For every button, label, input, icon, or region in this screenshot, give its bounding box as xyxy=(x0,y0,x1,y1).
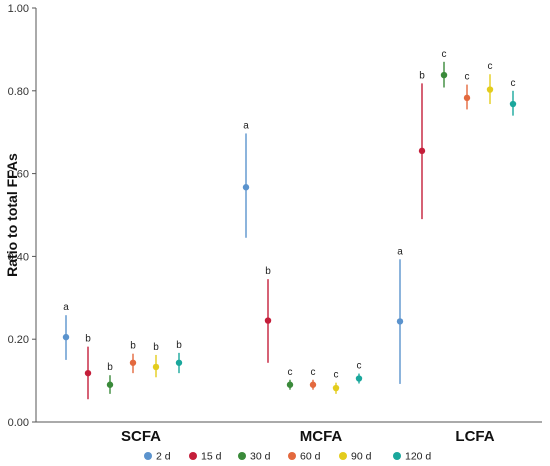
data-point xyxy=(106,381,114,388)
legend-label: 2 d xyxy=(156,451,171,463)
data-point xyxy=(463,94,471,102)
legend-label: 90 d xyxy=(351,451,372,463)
legend-label: 60 d xyxy=(300,451,321,463)
significance-label: c xyxy=(288,367,293,378)
legend-swatch xyxy=(238,452,246,460)
significance-label: b xyxy=(176,340,182,351)
legend-label: 120 d xyxy=(405,451,431,463)
legend-swatch xyxy=(339,452,347,460)
data-marks: a a a b b b b c c b c c b c c b c c xyxy=(62,49,517,400)
data-point xyxy=(418,147,426,155)
legend-label: 15 d xyxy=(201,451,222,463)
x-category-label: MCFA xyxy=(300,428,343,445)
legend-swatch xyxy=(393,452,401,460)
significance-label: a xyxy=(397,246,403,257)
significance-label: b xyxy=(130,341,136,352)
data-point xyxy=(440,71,448,79)
data-point xyxy=(396,318,404,325)
significance-label: a xyxy=(243,120,249,131)
data-point xyxy=(509,100,517,108)
legend-swatch xyxy=(189,452,197,460)
y-ticks: 0.00 0.20 0.40 0.60 0.80 1.00 xyxy=(8,3,36,429)
y-tick-label: 0.20 xyxy=(8,334,29,346)
significance-label: c xyxy=(465,72,470,83)
significance-label: c xyxy=(311,367,316,378)
data-point xyxy=(84,369,92,377)
data-point xyxy=(332,384,340,392)
y-tick-label: 0.40 xyxy=(8,251,29,263)
data-point xyxy=(129,359,137,366)
y-tick-label: 1.00 xyxy=(8,3,29,15)
significance-label: c xyxy=(442,49,447,60)
legend-swatch xyxy=(144,452,152,460)
significance-label: a xyxy=(63,302,69,313)
data-point xyxy=(355,375,363,382)
y-tick-label: 0.00 xyxy=(8,417,29,429)
data-point xyxy=(309,381,317,388)
y-axis-title: Ratio to total FFAs xyxy=(4,153,20,277)
significance-label: c xyxy=(488,61,493,72)
significance-label: b xyxy=(85,334,91,345)
significance-label: b xyxy=(107,362,113,373)
data-point xyxy=(62,333,70,341)
data-point xyxy=(264,317,272,324)
significance-label: c xyxy=(511,78,516,89)
legend-swatch xyxy=(288,452,296,460)
plot-area xyxy=(35,8,542,423)
significance-label: b xyxy=(265,266,271,277)
x-categories: SCFA MCFA LCFA xyxy=(121,428,495,445)
significance-label: b xyxy=(153,342,159,353)
significance-label: c xyxy=(357,361,362,372)
y-tick-label: 0.80 xyxy=(8,86,29,98)
data-point xyxy=(175,359,183,366)
y-tick-label: 0.60 xyxy=(8,169,29,181)
data-point xyxy=(486,86,494,93)
x-category-label: SCFA xyxy=(121,428,161,445)
data-point xyxy=(286,381,294,388)
significance-label: b xyxy=(419,70,425,81)
legend: 2 d 15 d 30 d 60 d 90 d 120 d xyxy=(144,451,431,463)
significance-label: c xyxy=(334,370,339,381)
data-point xyxy=(152,363,160,371)
legend-label: 30 d xyxy=(250,451,271,463)
data-point xyxy=(242,184,250,191)
x-category-label: LCFA xyxy=(455,428,494,445)
